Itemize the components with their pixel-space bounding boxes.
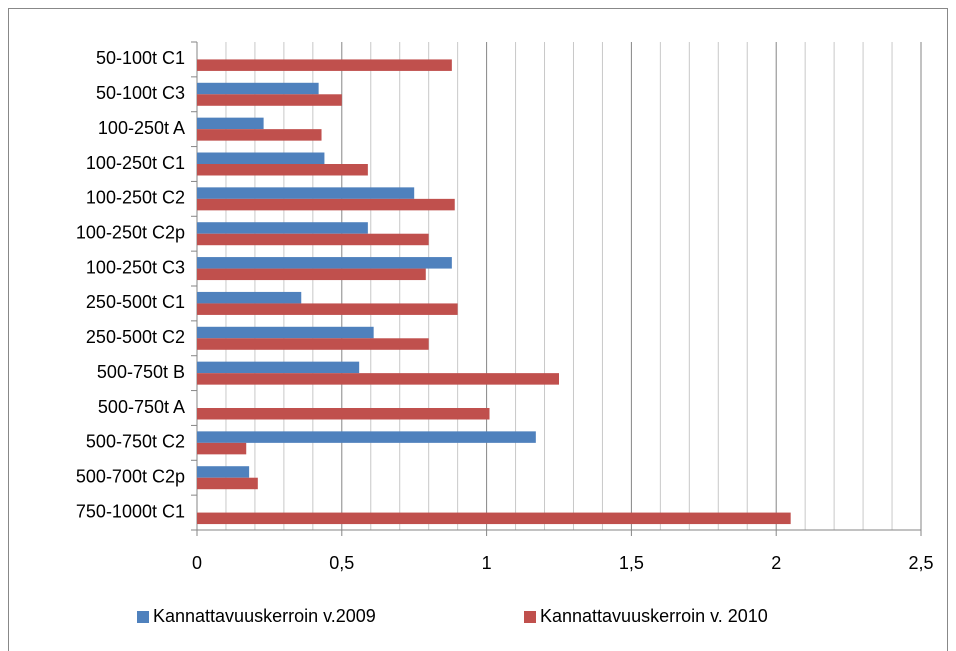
- y-tick-label: 750-1000t C1: [76, 501, 185, 521]
- bar: [197, 129, 322, 141]
- bar: [197, 94, 342, 106]
- bar: [197, 477, 258, 490]
- bar: [197, 222, 368, 234]
- y-tick-label: 50-100t C1: [96, 48, 185, 68]
- bar: [197, 257, 452, 269]
- bar: [197, 303, 458, 315]
- y-tick-label: 500-750t B: [97, 362, 185, 382]
- x-tick-label: 1,5: [619, 553, 644, 573]
- bar: [197, 442, 247, 455]
- legend-label: Kannattavuuskerroin v. 2010: [540, 606, 768, 626]
- bar: [197, 431, 536, 443]
- bar: [197, 59, 452, 71]
- y-tick-label: 100-250t C2: [86, 188, 185, 208]
- bar: [197, 164, 368, 176]
- bar: [197, 291, 302, 304]
- bar: [197, 152, 325, 164]
- x-tick-label: 1: [482, 553, 492, 573]
- bar: [197, 82, 319, 95]
- bar: [197, 466, 250, 478]
- y-tick-label: 100-250t A: [98, 118, 185, 138]
- x-tick-label: 0: [192, 553, 202, 573]
- y-tick-label: 100-250t C1: [86, 153, 185, 173]
- bar: [197, 187, 415, 199]
- bar: [197, 117, 264, 130]
- x-tick-label: 2: [771, 553, 781, 573]
- x-tick-label: 2,5: [908, 553, 933, 573]
- bar: [197, 268, 426, 281]
- y-tick-label: 500-750t A: [98, 397, 185, 417]
- legend-label: Kannattavuuskerroin v.2009: [153, 606, 376, 626]
- x-tick-label: 0,5: [329, 553, 354, 573]
- legend-swatch: [524, 611, 536, 623]
- y-tick-label: 500-700t C2p: [76, 466, 185, 486]
- bar: [197, 512, 791, 525]
- bar: [197, 408, 490, 420]
- bar: [197, 198, 455, 211]
- bar: [197, 338, 429, 350]
- bar: [197, 361, 360, 374]
- y-tick-label: 250-500t C1: [86, 292, 185, 312]
- y-tick-label: 250-500t C2: [86, 327, 185, 347]
- y-tick-label: 100-250t C3: [86, 257, 185, 277]
- bar: [197, 373, 559, 385]
- y-tick-label: 100-250t C2p: [76, 222, 185, 242]
- bar: [197, 326, 374, 339]
- y-tick-label: 500-750t C2: [86, 432, 185, 452]
- bar: [197, 233, 429, 246]
- legend-swatch: [137, 611, 149, 623]
- y-tick-label: 50-100t C3: [96, 83, 185, 103]
- chart-border: [8, 8, 948, 651]
